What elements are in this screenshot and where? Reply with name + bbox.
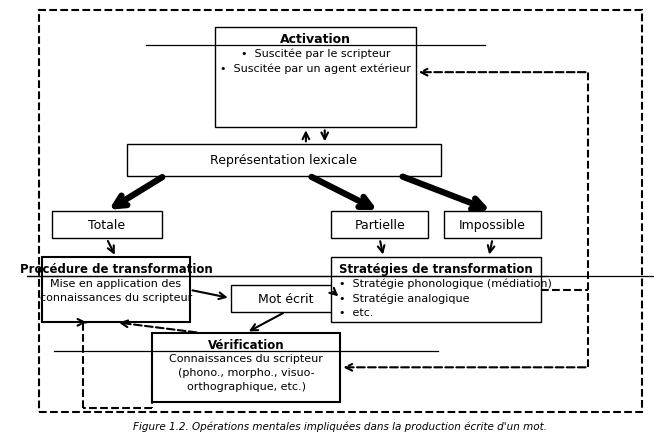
- Text: Connaissances du scripteur
(phono., morpho., visuo-
orthographique, etc.): Connaissances du scripteur (phono., morp…: [170, 353, 323, 391]
- FancyBboxPatch shape: [127, 145, 441, 176]
- Text: Vérification: Vérification: [208, 338, 284, 351]
- Text: •  Stratégie phonologique (médiation)
•  Stratégie analogique
•  etc.: • Stratégie phonologique (médiation) • S…: [338, 278, 551, 317]
- FancyBboxPatch shape: [152, 333, 340, 402]
- FancyBboxPatch shape: [52, 212, 162, 239]
- FancyBboxPatch shape: [444, 212, 541, 239]
- Text: Stratégies de transformation: Stratégies de transformation: [339, 263, 533, 276]
- FancyBboxPatch shape: [42, 258, 190, 322]
- Text: Figure 1.2. Opérations mentales impliquées dans la production écrite d'un mot.: Figure 1.2. Opérations mentales impliqué…: [133, 421, 547, 431]
- Text: Mise en application des
connaissances du scripteur: Mise en application des connaissances du…: [40, 278, 192, 302]
- Text: Activation: Activation: [280, 33, 351, 46]
- FancyBboxPatch shape: [231, 285, 340, 312]
- Text: Représentation lexicale: Représentation lexicale: [210, 154, 357, 167]
- Text: Partielle: Partielle: [354, 219, 405, 232]
- Text: Impossible: Impossible: [459, 219, 526, 232]
- Text: Procédure de transformation: Procédure de transformation: [20, 263, 212, 276]
- Text: Totale: Totale: [88, 219, 125, 232]
- FancyBboxPatch shape: [215, 28, 416, 128]
- Text: •  Suscitée par le scripteur
•  Suscitée par un agent extérieur: • Suscitée par le scripteur • Suscitée p…: [220, 48, 411, 73]
- FancyBboxPatch shape: [331, 212, 428, 239]
- Text: Mot écrit: Mot écrit: [258, 292, 313, 305]
- FancyBboxPatch shape: [331, 258, 541, 322]
